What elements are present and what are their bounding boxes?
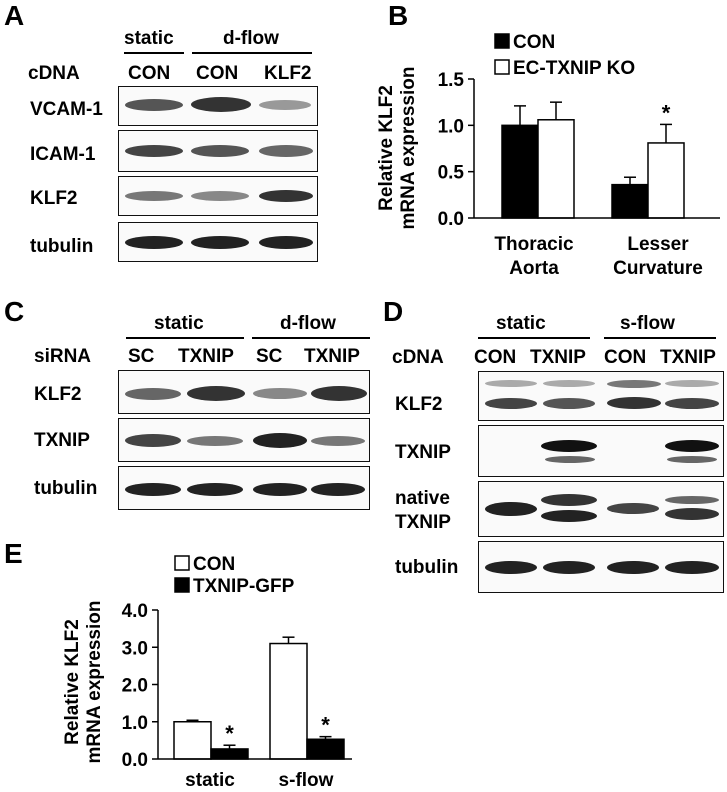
panel-b-bar-0-0 [501,124,539,219]
panel-d-static-underline [478,337,590,339]
panel-e-tick-label-3: 3.0 [122,638,148,659]
panel-b-legend-ko: EC-TXNIP KO [494,58,635,79]
panel-d-lane-4: TXNIP [660,347,716,368]
panel-b-tick-label-1: 0.5 [438,163,465,184]
panel-a-row-header: cDNA [28,63,80,84]
panel-c-lane-4: TXNIP [304,346,360,367]
panel-a-group-static: static [124,28,174,49]
panel-b-legend-con-label: CON [513,32,555,53]
panel-d-blot-label-klf2: KLF2 [395,394,443,415]
panel-e-ylabel-2: mRNA expression [84,601,105,764]
panel-e-legend-con: CON [174,554,235,575]
panel-c-lane-3: SC [256,346,283,367]
panel-e-bar-1-1 [306,738,345,760]
panel-d-blot-native-txnip [478,481,724,537]
panel-b-legend-con: CON [494,32,555,53]
panel-c-blot-klf2 [118,370,370,414]
panel-a-lane-3: KLF2 [264,63,312,84]
panel-c-group-static: static [154,313,204,334]
panel-d-blot-label-txnip: TXNIP [395,442,451,463]
panel-a-static-underline [124,52,184,54]
panel-c-blot-label-txnip: TXNIP [34,430,90,451]
panel-a-blot-label-klf2: KLF2 [30,188,78,209]
panel-b-cat1-line2: Aorta [509,258,559,279]
panel-a-blot-vcam1 [118,86,318,126]
panel-d-group-static: static [496,313,546,334]
panel-b-tick-label-2: 1.0 [438,116,464,137]
panel-e-legend-gfp: TXNIP-GFP [174,576,295,597]
panel-b-ylabel-2: mRNA expression [398,67,419,230]
panel-b-cat1-line1: Thoracic [494,234,574,255]
panel-c-static-underline [126,337,244,339]
panel-b-label: B [388,0,409,31]
panel-e-chart: CON TXNIP-GFP Relative KLF2 mRNA express… [62,554,352,791]
panel-c-row-header: siRNA [34,346,92,367]
panel-d-blot-label-tubulin: tubulin [395,557,459,578]
panel-e-tick-label-2: 2.0 [122,676,148,697]
panel-e-tick-label-1: 1.0 [122,713,148,734]
panel-e-bar-0-1 [210,748,249,760]
panel-e-star-0-1: * [225,721,234,746]
panel-b-tick-label-0: 0.0 [438,209,464,230]
panel-d-row-header: cDNA [392,347,444,368]
panel-c-blot-tubulin [118,466,370,510]
panel-e-label: E [4,538,23,569]
panel-a-lane-2: CON [196,63,239,84]
panel-e-tick-label-0: 0.0 [122,750,148,771]
panel-e-tick-label-4: 4.0 [122,601,148,622]
panel-a-blot-tubulin [118,222,318,262]
panel-d-label: D [383,296,404,327]
panel-b-bar-1-1 [647,142,685,219]
panel-c-blot-txnip [118,418,370,462]
panel-c-dflow-underline [252,337,370,339]
panel-e-star-1-1: * [321,713,330,738]
panel-b-cat2-line1: Lesser [627,234,689,255]
panel-e-legend-con-label: CON [193,554,235,575]
panel-b-cat2-line2: Curvature [613,258,703,279]
panel-d-group-sflow: s-flow [620,313,675,334]
panel-b-chart: CON EC-TXNIP KO Relative KLF2 mRNA expre… [376,32,720,279]
panel-a-blot-klf2 [118,176,318,216]
panel-b-bar-1-0 [611,183,649,219]
panel-c-blot-label-tubulin: tubulin [34,478,98,499]
panel-d-blot-klf2 [478,371,724,421]
panel-e-bar-0-0 [173,721,212,760]
panel-c-label: C [4,296,25,327]
panel-a-label: A [4,0,25,31]
panel-d-blot-tubulin [478,541,724,593]
panel-c-group-dflow: d-flow [280,313,336,334]
panel-b-star-1-1: * [662,100,671,125]
panel-d-sflow-underline [604,337,716,339]
panel-c-blot-label-klf2: KLF2 [34,384,82,405]
panel-a-blot-label-icam1: ICAM-1 [30,144,96,165]
panel-e-bar-1-0 [269,642,308,760]
panel-a-lane-1: CON [128,63,171,84]
panel-b-bar-0-1 [537,119,575,219]
panel-e-cat1: static [185,770,235,791]
panel-b-tick-label-3: 1.5 [438,70,465,91]
panel-c-lane-1: SC [128,346,155,367]
panel-d-lane-2: TXNIP [530,347,586,368]
panel-d-blot-txnip [478,425,724,477]
panel-a-dflow-underline [192,52,312,54]
panel-a-blot-label-vcam1: VCAM-1 [30,99,103,120]
panel-b-legend-ko-label: EC-TXNIP KO [513,58,635,79]
panel-c-lane-2: TXNIP [178,346,234,367]
panel-a-blot-icam1 [118,130,318,172]
panel-a-blot-label-tubulin: tubulin [30,236,94,257]
panel-d-lane-1: CON [474,347,517,368]
panel-d-blot-label-native-txnip: TXNIP [395,512,451,533]
panel-a-group-dflow: d-flow [223,28,279,49]
panel-d-blot-label-native: native [395,488,450,509]
panel-e-legend-gfp-label: TXNIP-GFP [193,576,295,597]
panel-e-cat2: s-flow [279,770,334,791]
panel-e-ylabel-1: Relative KLF2 [62,619,83,745]
panel-b-ylabel-1: Relative KLF2 [376,85,397,211]
panel-d-lane-3: CON [604,347,647,368]
